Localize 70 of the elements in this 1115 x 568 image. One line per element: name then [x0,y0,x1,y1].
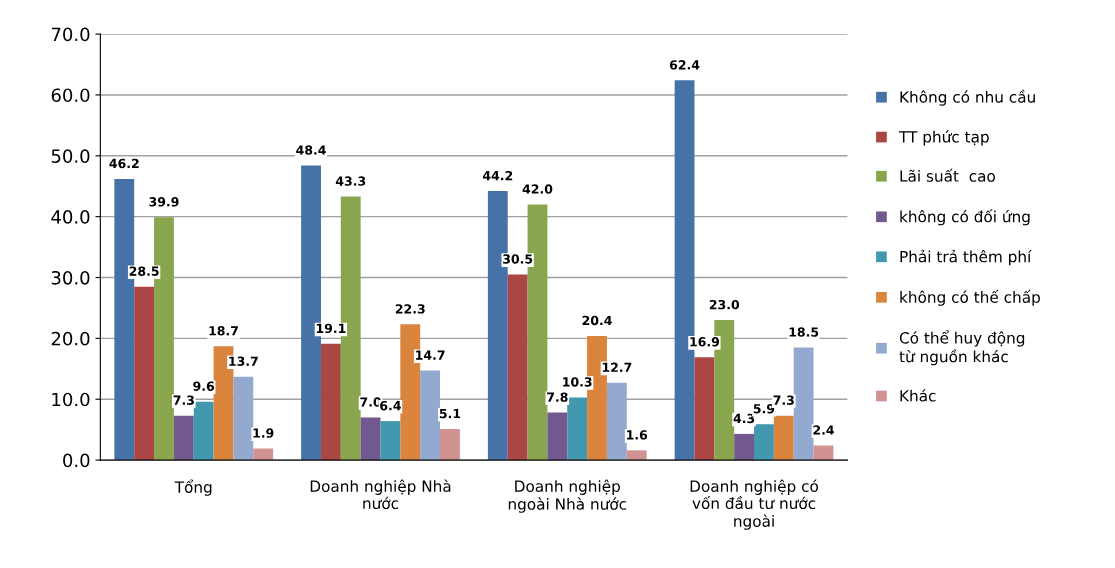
bar [734,433,755,461]
data-label: 16.9 [690,337,720,347]
legend-label: TT phức tạp [898,130,989,146]
data-label: 20.4 [582,315,612,326]
data-label: 48.4 [296,145,326,155]
bar [360,417,381,461]
legend-label: Khác [900,389,936,402]
data-label: 12.7 [602,362,632,372]
data-label: 4.3 [733,413,755,424]
data-label: 18.7 [209,326,238,336]
bar [547,412,568,461]
y-tick-label: 10.0 [52,392,90,407]
bar [420,370,441,461]
data-label: 14.7 [416,350,445,360]
data-label: 7.3 [173,395,194,405]
data-label: 1.6 [627,430,648,440]
bar [567,397,588,461]
x-tick-label: Tổng [174,479,212,496]
bar [626,450,647,461]
bar [320,343,341,461]
data-label: 23.0 [709,299,740,310]
bar [380,421,401,461]
bar [813,445,834,461]
data-label: 28.5 [129,266,159,276]
data-label: 62.4 [669,60,700,70]
bar [507,274,528,461]
data-label: 10.3 [563,377,592,387]
data-label: 7.3 [773,395,794,405]
data-label: 19.1 [316,323,346,334]
data-label: 9.6 [193,381,215,391]
x-tick-label: Doanh nghiệp ngoài Nhà nước [508,479,627,513]
y-tick-label: 70.0 [51,27,90,42]
data-label: 7.8 [547,392,568,402]
data-label: 22.3 [395,304,425,314]
y-tick-label: 60.0 [51,88,90,103]
bar [694,357,715,461]
y-tick-label: 30.0 [51,270,90,285]
legend-label: không có đối ứng [900,209,1030,226]
bar [754,424,774,461]
bar [193,401,214,461]
bar [134,286,155,461]
y-tick-label: 40.0 [51,210,90,224]
y-tick-label: 50.0 [51,149,90,163]
data-label: 6.4 [380,400,401,411]
data-label: 18.5 [789,327,819,337]
bar [233,376,254,461]
data-label: 42.0 [522,184,553,194]
data-label: 1.9 [253,428,274,438]
legend-label: Có thể huy động từ nguồn khác [899,330,1025,366]
legend-label: Không có nhu cầu [900,89,1035,106]
data-label: 43.3 [335,176,366,186]
data-label: 46.2 [109,158,139,169]
data-label: 2.4 [813,425,834,435]
x-tick-label: Doanh nghiệp có vốn đầu tư nước ngoài [690,479,819,530]
bar [606,382,627,461]
data-label: 13.7 [229,356,258,366]
legend-label: Phải trả thêm phí [900,249,1032,266]
bar [773,415,794,461]
data-label: 44.2 [482,170,513,181]
x-tick-label: Doanh nghiệp Nhà nước [310,479,451,510]
bar [793,347,814,461]
data-label: 39.9 [149,197,179,207]
y-tick-label: 20.0 [51,331,90,346]
legend-label: không có thế chấp [900,289,1040,306]
y-tick-label: 0.0 [63,453,90,468]
legend-label: Lãi suất cao [900,168,995,182]
bar [440,429,460,461]
data-label: 5.1 [439,409,461,419]
bar [173,415,194,461]
data-label: 30.5 [503,254,533,264]
